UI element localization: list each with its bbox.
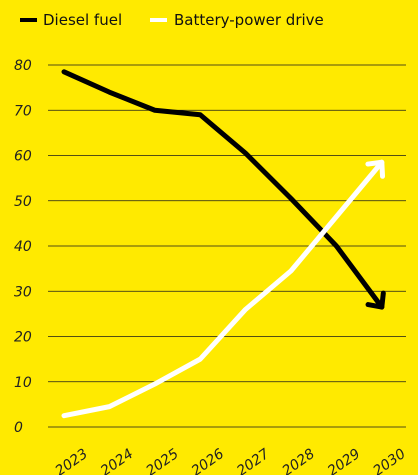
series-line-0 xyxy=(61,69,385,310)
legend: Diesel fuel Battery-power drive xyxy=(20,11,324,29)
y-tick-label: 0 xyxy=(14,420,23,436)
x-axis: 2023 2024 2025 2026 2027 2028 2029 2030 xyxy=(53,446,409,475)
legend-label-battery: Battery-power drive xyxy=(174,11,324,29)
series-arrowhead-1 xyxy=(365,159,386,179)
x-tick-label: 2029 xyxy=(325,446,363,475)
x-tick-label: 2030 xyxy=(370,446,408,475)
x-tick-label: 2027 xyxy=(234,446,272,475)
series-lines xyxy=(61,69,386,419)
series-arrowhead-0 xyxy=(365,290,386,310)
legend-item-diesel: Diesel fuel xyxy=(20,11,122,29)
y-tick-label: 20 xyxy=(14,330,32,346)
y-tick-label: 70 xyxy=(14,103,32,119)
y-tick-label: 50 xyxy=(14,194,32,210)
x-tick-label: 2026 xyxy=(189,446,227,475)
gridlines xyxy=(48,64,406,428)
y-tick-label: 10 xyxy=(14,375,32,391)
x-tick-label: 2024 xyxy=(98,446,136,475)
y-tick-label: 80 xyxy=(14,58,32,74)
legend-label-diesel: Diesel fuel xyxy=(43,11,122,29)
y-tick-label: 30 xyxy=(14,284,32,300)
y-axis: 0 10 20 30 40 50 60 70 80 xyxy=(14,58,32,436)
series-line-1 xyxy=(61,159,385,419)
x-tick-label: 2025 xyxy=(143,446,181,475)
x-tick-label: 2023 xyxy=(53,446,91,475)
legend-item-battery: Battery-power drive xyxy=(150,11,324,29)
y-tick-label: 60 xyxy=(14,149,32,165)
x-tick-label: 2028 xyxy=(280,446,318,475)
y-tick-label: 40 xyxy=(14,239,32,255)
